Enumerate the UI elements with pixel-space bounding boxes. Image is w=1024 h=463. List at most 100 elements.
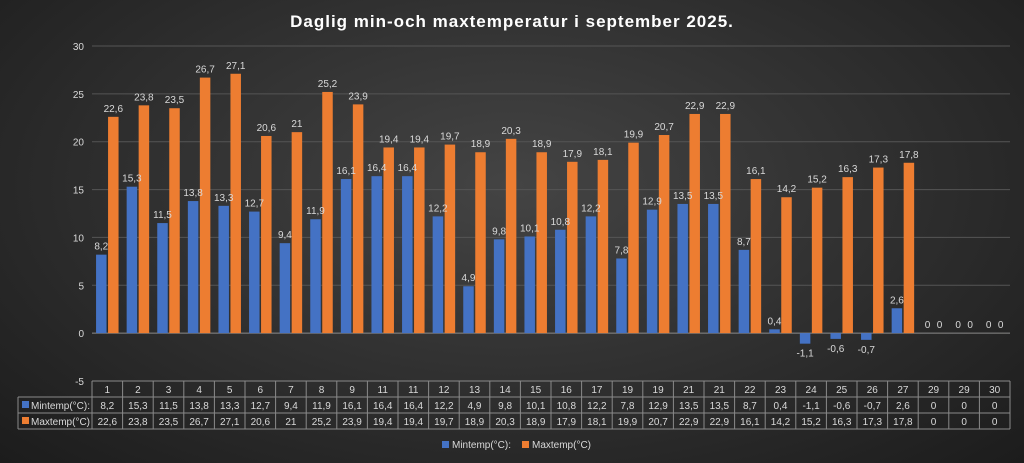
table-cell: 12,9 [648, 401, 668, 412]
max-temp-bar [505, 138, 517, 334]
min-temp-bar [157, 223, 168, 334]
table-cell: -1,1 [802, 401, 820, 412]
data-label: 22,9 [716, 101, 736, 112]
data-label: 22,6 [104, 104, 124, 115]
min-temp-bar [861, 333, 872, 340]
data-label: 14,2 [777, 184, 797, 195]
data-label: -0,7 [858, 345, 876, 356]
x-category-label: 8 [319, 385, 325, 396]
data-label: 0 [955, 320, 961, 331]
data-label: 8,7 [737, 237, 751, 248]
table-cell: 10,8 [557, 401, 577, 412]
series-name: Mintemp(°C): [31, 401, 90, 412]
x-category-label: 7 [288, 385, 294, 396]
table-cell: 9,8 [498, 401, 512, 412]
x-category-label: 9 [349, 385, 355, 396]
min-temp-bar [463, 286, 474, 334]
y-tick-label: 10 [73, 233, 85, 244]
table-cell: 20,6 [251, 417, 271, 428]
data-label: 8,2 [94, 242, 108, 253]
table-cell: 17,8 [893, 417, 913, 428]
data-label: 0 [998, 320, 1004, 331]
data-label: 18,9 [532, 139, 552, 150]
min-temp-bar [799, 333, 811, 344]
data-label: 13,3 [214, 193, 234, 204]
data-label: 0 [925, 320, 931, 331]
data-label: 11,9 [306, 206, 325, 217]
min-temp-bar [218, 205, 229, 334]
x-category-label: 16 [561, 385, 573, 396]
max-temp-bar [383, 147, 394, 334]
table-cell: 25,2 [312, 417, 332, 428]
x-category-label: 23 [775, 385, 787, 396]
x-category-label: 17 [591, 385, 603, 396]
table-cell: 16,1 [342, 401, 362, 412]
table-cell: 18,1 [587, 417, 607, 428]
table-cell: 13,5 [679, 401, 699, 412]
data-label: 2,6 [890, 295, 904, 306]
min-temp-bar [493, 239, 505, 334]
table-cell: 13,8 [189, 401, 209, 412]
table-cell: 19,7 [434, 417, 454, 428]
max-temp-bar [108, 116, 119, 334]
max-temp-bar [138, 105, 150, 334]
data-label: 20,3 [501, 126, 521, 137]
x-category-label: 14 [500, 385, 512, 396]
table-cell: 20,7 [648, 417, 668, 428]
data-label: 12,9 [642, 197, 662, 208]
data-label: 16,1 [336, 166, 356, 177]
table-cell: 23,9 [342, 417, 362, 428]
x-category-label: 29 [928, 385, 940, 396]
table-cell: 2,6 [896, 401, 910, 412]
max-temp-bar [199, 77, 211, 334]
data-label: 15,3 [122, 174, 142, 185]
legend-entry: Maxtemp(°C) [532, 440, 591, 451]
max-temp-bar [903, 162, 915, 334]
table-cell: 22,6 [98, 417, 118, 428]
min-temp-bar [677, 203, 688, 334]
data-label: 20,6 [257, 123, 277, 134]
min-temp-bar [891, 308, 903, 334]
data-label: 19,4 [410, 134, 430, 145]
data-label: 12,2 [428, 203, 448, 214]
min-temp-bar [310, 219, 321, 334]
table-cell: 14,2 [771, 417, 791, 428]
max-temp-bar [322, 91, 333, 334]
data-label: 25,2 [318, 79, 338, 90]
x-category-label: 26 [867, 385, 879, 396]
table-cell: 4,9 [468, 401, 482, 412]
table-cell: 15,3 [128, 401, 148, 412]
table-cell: 20,3 [495, 417, 515, 428]
min-temp-bar [769, 329, 780, 334]
max-temp-bar [169, 108, 180, 334]
series-name: Maxtemp(°C) [31, 417, 90, 428]
data-label: 16,1 [746, 166, 766, 177]
max-temp-bar [597, 159, 609, 334]
x-category-label: 25 [836, 385, 848, 396]
data-label: 0 [967, 320, 973, 331]
data-label: 13,8 [183, 188, 203, 199]
min-temp-bar [708, 203, 719, 334]
data-label: 18,1 [593, 147, 613, 158]
table-cell: 8,7 [743, 401, 757, 412]
max-temp-bar [720, 113, 731, 334]
x-category-label: 21 [683, 385, 695, 396]
data-label: 23,9 [348, 91, 368, 102]
table-cell: -0,7 [864, 401, 882, 412]
table-cell: 19,4 [373, 417, 393, 428]
data-label: 26,7 [195, 65, 215, 76]
y-tick-label: 5 [78, 281, 84, 292]
data-label: 10,8 [551, 217, 571, 228]
legend-swatch-icon [442, 441, 449, 448]
table-cell: 22,9 [710, 417, 730, 428]
y-tick-label: 20 [73, 138, 85, 149]
min-temp-bar [646, 209, 658, 334]
y-tick-label: 0 [78, 329, 84, 340]
x-category-label: 6 [258, 385, 264, 396]
x-category-label: 24 [806, 385, 818, 396]
x-category-label: 11 [408, 385, 419, 396]
min-temp-bar [96, 254, 107, 334]
data-label: 16,3 [838, 164, 858, 175]
table-cell: 0 [992, 417, 998, 428]
table-cell: 21 [285, 417, 297, 428]
